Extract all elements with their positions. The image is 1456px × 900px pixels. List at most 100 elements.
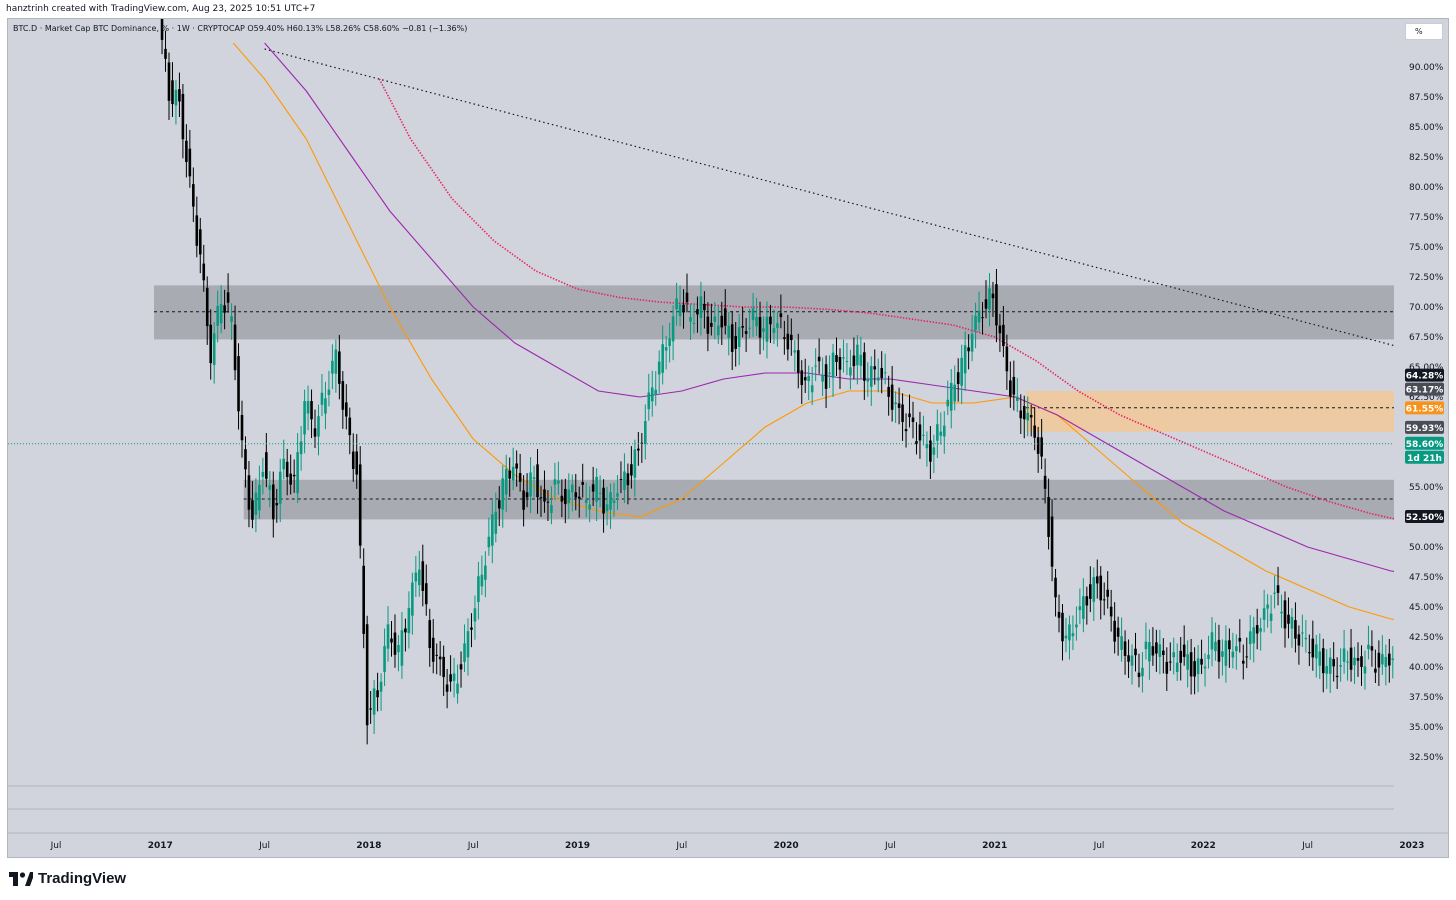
candle-body bbox=[887, 386, 890, 397]
candle-body bbox=[598, 492, 602, 494]
candle-body bbox=[863, 352, 866, 381]
legend-symbol[interactable]: BTC.D · Market Cap BTC Dominance, % · 1W… bbox=[13, 24, 245, 33]
candle-body bbox=[828, 372, 831, 374]
candle-body bbox=[195, 215, 199, 246]
candle-body bbox=[922, 434, 925, 436]
chart-frame[interactable] bbox=[7, 18, 1449, 858]
candle-body bbox=[876, 377, 880, 381]
candle-body bbox=[929, 440, 932, 462]
candle-body bbox=[459, 664, 463, 670]
candle-body bbox=[633, 449, 637, 478]
candle-body bbox=[859, 354, 863, 366]
y-tick-label: 35.00% bbox=[1409, 723, 1444, 733]
candle-body bbox=[466, 631, 470, 658]
candle-body bbox=[212, 333, 216, 365]
candle-body bbox=[845, 361, 849, 363]
candle-body bbox=[741, 326, 744, 328]
candle-body bbox=[762, 328, 765, 332]
moving-average-0 bbox=[232, 42, 1394, 620]
candle-body bbox=[866, 379, 870, 382]
candle-body bbox=[925, 444, 929, 449]
candle-body bbox=[574, 492, 578, 498]
candle-body bbox=[1113, 620, 1116, 642]
price-label-text: 63.17% bbox=[1406, 386, 1444, 396]
candle-body bbox=[1276, 585, 1280, 593]
candle-body bbox=[967, 347, 970, 352]
percent-scale-button[interactable]: % bbox=[1405, 23, 1443, 40]
candle-body bbox=[988, 288, 991, 310]
candle-body bbox=[470, 627, 473, 630]
chart-canvas[interactable]: 90.00% 87.50% 85.00% 82.50% 80.00% 77.50% 75.0… bbox=[0, 0, 1456, 860]
candle-body bbox=[1374, 668, 1377, 673]
candle-body bbox=[414, 572, 418, 582]
candle-body bbox=[1137, 672, 1141, 678]
candle-body bbox=[1328, 657, 1332, 674]
candle-body bbox=[1241, 660, 1245, 664]
candle-body bbox=[817, 356, 821, 362]
candle-body bbox=[1071, 633, 1075, 637]
y-tick-label: 62.50% bbox=[1409, 393, 1444, 403]
candle-body bbox=[511, 466, 515, 481]
candle-body bbox=[268, 485, 272, 490]
candle-body bbox=[1155, 642, 1158, 654]
candle-body bbox=[800, 370, 804, 385]
candle-body bbox=[1409, 648, 1412, 664]
candle-body bbox=[623, 471, 626, 490]
legend-change: −0.81 (−1.36%) bbox=[401, 24, 468, 33]
candle-body bbox=[358, 464, 362, 546]
candle-body bbox=[376, 690, 379, 698]
candle-body bbox=[1189, 652, 1193, 677]
candle-body bbox=[689, 317, 692, 322]
candle-body bbox=[974, 315, 977, 331]
candle-body bbox=[1349, 647, 1353, 670]
candle-body bbox=[918, 424, 922, 441]
candle-body bbox=[160, 19, 164, 40]
candle-body bbox=[803, 377, 807, 381]
candle-body bbox=[553, 479, 557, 485]
y-tick-label: 65.00% bbox=[1409, 363, 1444, 373]
candle-body bbox=[167, 62, 171, 101]
candle-body bbox=[849, 367, 852, 376]
candle-body bbox=[1370, 646, 1374, 651]
candle-body bbox=[282, 458, 286, 470]
candle-body bbox=[880, 367, 884, 379]
candle-body bbox=[1158, 644, 1162, 657]
plot-area[interactable] bbox=[8, 0, 1456, 745]
candle-body bbox=[1089, 584, 1092, 599]
candle-body bbox=[1116, 627, 1120, 637]
candle-body bbox=[730, 324, 734, 352]
candle-body bbox=[1262, 608, 1266, 620]
price-label-text: 58.60% bbox=[1406, 440, 1444, 450]
candle-body bbox=[577, 496, 581, 499]
x-tick-label: 2023 bbox=[1399, 841, 1424, 851]
price-label-bg bbox=[1405, 420, 1444, 434]
candle-body bbox=[713, 316, 717, 322]
candle-body bbox=[810, 385, 814, 393]
candle-body bbox=[1269, 613, 1273, 621]
tradingview-brand[interactable]: TradingView bbox=[9, 870, 126, 887]
candle-body bbox=[1346, 661, 1349, 663]
candle-body bbox=[456, 683, 459, 694]
candle-body bbox=[1335, 675, 1339, 678]
candle-body bbox=[692, 322, 696, 324]
candle-body bbox=[435, 654, 438, 656]
y-tick-label: 55.00% bbox=[1409, 483, 1444, 493]
x-tick-label: Jul bbox=[1301, 841, 1313, 851]
y-tick-label: 50.00% bbox=[1409, 543, 1444, 553]
y-tick-label: 72.50% bbox=[1409, 273, 1444, 283]
candle-body bbox=[1148, 641, 1151, 662]
candle-body bbox=[953, 384, 957, 402]
candle-body bbox=[696, 309, 699, 315]
candle-body bbox=[1141, 667, 1144, 677]
candle-body bbox=[1280, 611, 1283, 614]
candle-body bbox=[1050, 516, 1054, 567]
descending-trendline[interactable] bbox=[264, 48, 1456, 515]
candle-body bbox=[251, 500, 254, 520]
candle-body bbox=[522, 490, 525, 510]
candle-body bbox=[1085, 596, 1089, 606]
zone-1 bbox=[243, 479, 1394, 520]
candle-body bbox=[1252, 627, 1256, 644]
candle-body bbox=[473, 608, 477, 622]
y-tick-label: 32.50% bbox=[1409, 753, 1444, 763]
candle-body bbox=[807, 375, 810, 382]
